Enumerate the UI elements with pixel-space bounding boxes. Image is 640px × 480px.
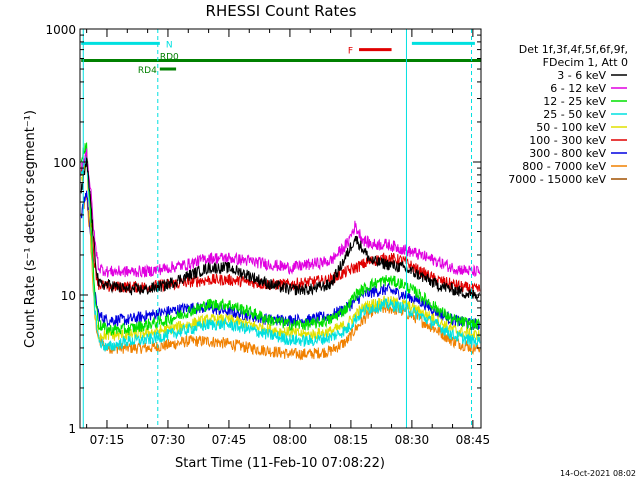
annotation-label: N	[166, 40, 173, 50]
x-tick-label: 08:45	[456, 433, 491, 447]
annotation-label: F	[348, 47, 353, 57]
y-tick-label: 1000	[45, 23, 76, 37]
x-tick-label: 07:30	[151, 433, 186, 447]
x-axis-label: Start Time (11-Feb-10 07:08:22)	[175, 456, 385, 471]
series-line	[80, 155, 481, 352]
series-line	[80, 148, 481, 278]
vertical-lines-layer	[82, 29, 473, 428]
x-tick-label: 07:15	[90, 433, 125, 447]
annotation-label: RD4	[138, 66, 157, 76]
y-axis-label: Count Rate (s⁻¹ detector segment⁻¹)	[23, 110, 38, 348]
date-stamp: 14-Oct-2021 08:02	[560, 469, 636, 478]
legend-entry-label: 800 - 7000 keV	[522, 160, 606, 173]
y-tick-label: 100	[53, 156, 76, 170]
annotation-label: RD0	[160, 52, 179, 62]
y-tick-label: 1	[68, 422, 76, 436]
legend-header-line: Det 1f,3f,4f,5f,6f,9f,	[519, 43, 628, 56]
series-line	[80, 190, 481, 331]
legend-entry-label: 6 - 12 keV	[550, 82, 606, 95]
legend-entry-label: 3 - 6 keV	[557, 69, 606, 82]
series-line	[80, 194, 481, 361]
legend-entry-label: 100 - 300 keV	[529, 134, 606, 147]
legend-entry-label: 25 - 50 keV	[543, 108, 606, 121]
legend-header-line: FDecim 1, Att 0	[543, 56, 628, 69]
x-tick-label: 08:15	[334, 433, 369, 447]
x-tick-label: 08:00	[273, 433, 308, 447]
legend-entry-label: 7000 - 15000 keV	[508, 173, 606, 186]
series-line	[80, 157, 481, 301]
x-axis-ticks: 07:15 07:30 07:45 08:00 08:15 08:30 08:45	[86, 29, 491, 447]
legend-entry-label: 300 - 800 keV	[529, 147, 606, 160]
series-layer	[80, 142, 481, 361]
legend: Det 1f,3f,4f,5f,6f,9f,FDecim 1, Att 03 -…	[508, 43, 628, 186]
x-tick-label: 08:30	[395, 433, 430, 447]
legend-entry-label: 12 - 25 keV	[543, 95, 606, 108]
legend-entry-label: 50 - 100 keV	[536, 121, 606, 134]
series-line	[80, 152, 481, 295]
chart-title: RHESSI Count Rates	[206, 2, 357, 20]
y-axis-ticks: 1 10 100 1000	[45, 23, 481, 436]
x-tick-label: 07:45	[212, 433, 247, 447]
series-line	[80, 142, 481, 336]
y-tick-label: 10	[61, 289, 76, 303]
plot-frame	[79, 28, 482, 429]
